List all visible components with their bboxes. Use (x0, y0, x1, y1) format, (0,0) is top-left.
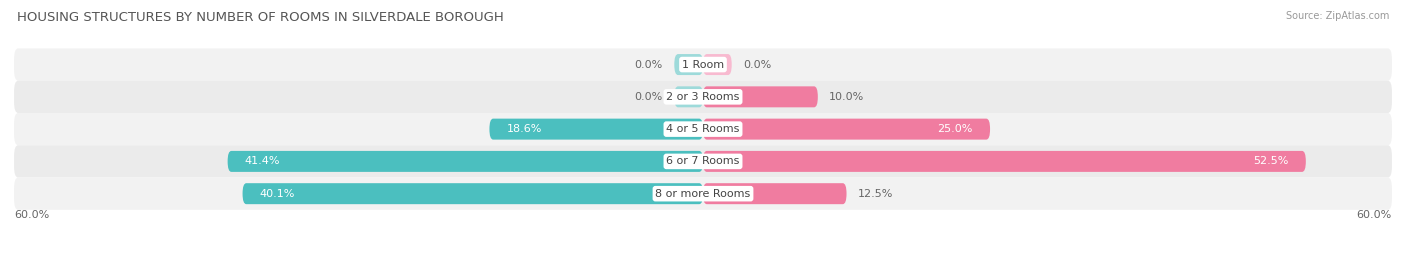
FancyBboxPatch shape (14, 145, 1392, 178)
Text: 6 or 7 Rooms: 6 or 7 Rooms (666, 156, 740, 167)
Text: 52.5%: 52.5% (1253, 156, 1289, 167)
Text: 60.0%: 60.0% (14, 210, 49, 220)
Text: 0.0%: 0.0% (744, 59, 772, 70)
Text: 10.0%: 10.0% (830, 92, 865, 102)
FancyBboxPatch shape (14, 48, 1392, 81)
Text: 0.0%: 0.0% (634, 59, 662, 70)
FancyBboxPatch shape (703, 54, 731, 75)
FancyBboxPatch shape (703, 183, 846, 204)
Text: 0.0%: 0.0% (634, 92, 662, 102)
Text: 8 or more Rooms: 8 or more Rooms (655, 189, 751, 199)
FancyBboxPatch shape (703, 119, 990, 140)
FancyBboxPatch shape (703, 86, 818, 107)
Text: 4 or 5 Rooms: 4 or 5 Rooms (666, 124, 740, 134)
FancyBboxPatch shape (703, 151, 1306, 172)
Text: 40.1%: 40.1% (260, 189, 295, 199)
Text: 41.4%: 41.4% (245, 156, 280, 167)
FancyBboxPatch shape (489, 119, 703, 140)
Text: 12.5%: 12.5% (858, 189, 893, 199)
FancyBboxPatch shape (14, 178, 1392, 210)
Text: 25.0%: 25.0% (938, 124, 973, 134)
Text: Source: ZipAtlas.com: Source: ZipAtlas.com (1285, 11, 1389, 21)
Text: 18.6%: 18.6% (506, 124, 543, 134)
Text: 1 Room: 1 Room (682, 59, 724, 70)
FancyBboxPatch shape (14, 113, 1392, 145)
FancyBboxPatch shape (14, 81, 1392, 113)
FancyBboxPatch shape (675, 54, 703, 75)
Text: 2 or 3 Rooms: 2 or 3 Rooms (666, 92, 740, 102)
Text: 60.0%: 60.0% (1357, 210, 1392, 220)
FancyBboxPatch shape (243, 183, 703, 204)
FancyBboxPatch shape (228, 151, 703, 172)
Text: HOUSING STRUCTURES BY NUMBER OF ROOMS IN SILVERDALE BOROUGH: HOUSING STRUCTURES BY NUMBER OF ROOMS IN… (17, 11, 503, 24)
FancyBboxPatch shape (675, 86, 703, 107)
